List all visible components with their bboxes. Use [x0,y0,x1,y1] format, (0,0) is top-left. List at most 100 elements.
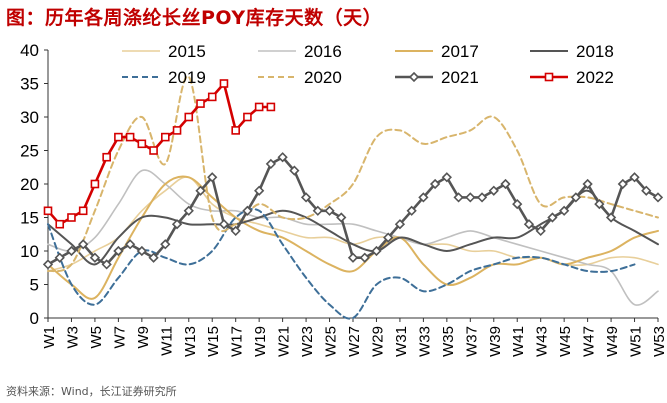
data-point-2022 [207,92,217,102]
data-point-2021 [160,239,171,250]
x-tick-label: W7 [111,326,128,349]
data-point-2021 [312,205,323,216]
data-point-2021 [605,212,617,223]
x-tick-label: W27 [346,326,363,357]
data-point-2021 [136,245,147,257]
x-tick-label: W45 [557,326,574,357]
legend-label-2018: 2018 [576,42,614,61]
data-point-2022 [254,102,264,112]
legend-item-2020: 2020 [258,68,342,87]
legend-label-2021: 2021 [441,68,479,87]
x-tick-label: W39 [487,326,504,357]
data-point-2021 [559,205,570,216]
data-point-2021 [101,259,112,270]
data-point-2022 [55,219,65,229]
data-point-2022 [43,206,53,216]
legend: 2015 2016 2017 2018 2019 2020 2021 2022 [122,42,614,87]
legend-label-2020: 2020 [304,68,342,87]
data-point-2021 [195,185,206,196]
data-point-2021 [148,252,159,263]
y-tick-label: 30 [20,108,39,127]
data-point-2021 [383,232,394,243]
data-point-2021 [453,192,464,203]
legend-label-2015: 2015 [168,42,206,61]
data-point-2021 [207,172,218,183]
data-point-2021 [629,172,640,183]
data-point-2021 [429,178,441,190]
data-point-2021 [570,192,582,203]
data-point-2021 [265,158,277,170]
x-tick-label: W19 [252,326,269,357]
data-point-2021 [488,185,499,196]
data-point-2021 [523,219,535,230]
data-point-2021 [242,205,253,216]
x-tick-label: W15 [205,326,222,357]
data-point-2022 [243,112,252,122]
data-point-2021 [66,245,77,257]
data-point-2021 [324,205,335,216]
source-note: 资料来源：Wind，长江证券研究所 [6,385,177,398]
series-2021 [42,152,664,270]
data-point-2021 [652,192,664,203]
data-point-2021 [218,219,230,230]
data-point-2022 [137,139,147,149]
data-point-2022 [67,213,76,222]
series-line-2016 [47,169,659,306]
data-point-2021 [78,239,89,250]
data-point-2021 [300,192,312,203]
data-point-2021 [441,172,452,183]
x-tick-label: W31 [393,326,410,357]
data-point-2021 [113,245,124,257]
series-2017 [47,175,659,300]
y-tick-label: 5 [30,276,39,295]
data-point-2021 [406,205,417,216]
legend-item-2022: 2022 [530,68,614,87]
data-point-2021 [418,192,429,203]
y-tick-label: 20 [20,175,39,194]
data-point-2021 [547,212,558,223]
y-tick-label: 10 [20,242,39,261]
x-tick-label: W3 [64,326,81,349]
x-tick-label: W33 [416,326,433,357]
data-point-2021 [476,192,488,203]
y-tick-label: 35 [20,75,39,94]
legend-item-2021: 2021 [395,68,479,87]
data-point-2021 [371,245,382,257]
legend-item-2018: 2018 [530,42,614,61]
data-point-2021 [582,178,593,190]
data-point-2021 [230,225,241,237]
data-point-2021 [54,252,65,263]
data-point-2022 [172,126,182,135]
chart-axes: 0 5 10 15 20 25 30 35 40 W1 W3 W5 W7 W9 W11 W13 W15 W17 W1… [20,41,667,357]
chart-title: 图：历年各周涤纶长丝POY库存天数（天） [6,7,383,29]
legend-item-2015: 2015 [122,42,206,61]
x-tick-label: W37 [463,326,480,357]
x-tick-label: W23 [299,326,316,357]
data-point-2021 [512,198,523,210]
data-point-2021 [394,219,406,230]
data-point-2021 [89,252,101,263]
x-tick-label: W17 [229,326,246,357]
data-point-2021 [171,219,183,230]
series-line-2020 [47,75,659,273]
legend-item-2017: 2017 [395,42,479,61]
data-point-2021 [535,225,546,237]
legend-item-2016: 2016 [258,42,342,61]
legend-label-2017: 2017 [441,42,479,61]
y-tick-label: 25 [20,142,39,161]
y-tick-label: 40 [20,41,39,60]
y-tick-label: 0 [30,309,39,328]
data-point-2022 [231,126,240,135]
data-point-2022 [90,179,100,189]
data-point-2021 [594,198,605,210]
x-tick-label: W13 [182,326,199,357]
x-tick-label: W53 [651,326,667,357]
series-line-2022 [46,82,273,226]
x-tick-label: W43 [534,326,551,357]
x-tick-label: W47 [581,326,598,357]
data-point-2022 [78,206,88,216]
legend-marker-2022 [544,72,554,82]
data-point-2021 [124,239,136,250]
data-point-2022 [161,132,170,142]
